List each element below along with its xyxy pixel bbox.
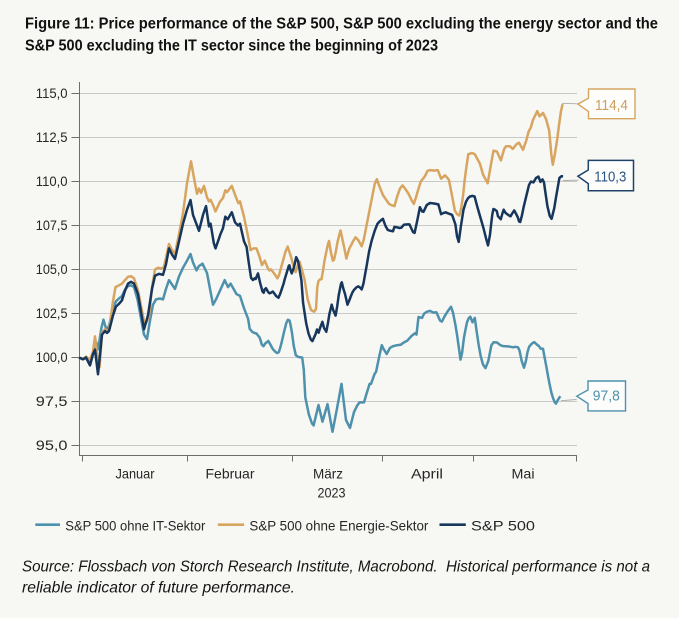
svg-text:110,3: 110,3 xyxy=(594,170,626,186)
svg-text:97,8: 97,8 xyxy=(593,389,620,405)
svg-text:S&P 500 excluding the IT secto: S&P 500 excluding the IT sector since th… xyxy=(25,38,438,55)
svg-text:reliable indicator of future p: reliable indicator of future performance… xyxy=(22,580,295,597)
svg-text:S&P 500 ohne Energie-Sektor: S&P 500 ohne Energie-Sektor xyxy=(249,518,428,534)
svg-text:107,5: 107,5 xyxy=(36,217,68,233)
svg-text:Januar: Januar xyxy=(116,466,155,482)
svg-text:97,5: 97,5 xyxy=(36,393,68,409)
svg-text:115,0: 115,0 xyxy=(36,85,68,101)
svg-text:Februar: Februar xyxy=(206,466,255,482)
svg-text:S&P 500 ohne IT-Sektor: S&P 500 ohne IT-Sektor xyxy=(65,518,205,534)
svg-text:Mai: Mai xyxy=(512,466,535,482)
svg-text:110,0: 110,0 xyxy=(36,173,68,189)
svg-text:102,5: 102,5 xyxy=(36,305,68,321)
svg-text:April: April xyxy=(411,466,443,482)
svg-text:114,4: 114,4 xyxy=(595,98,628,114)
svg-text:95,0: 95,0 xyxy=(36,437,68,453)
svg-text:105,0: 105,0 xyxy=(36,261,68,277)
svg-text:S&P 500: S&P 500 xyxy=(471,518,535,534)
svg-text:Source: Flossbach von Storch R: Source: Flossbach von Storch Research In… xyxy=(22,559,650,576)
svg-text:2023: 2023 xyxy=(318,485,346,501)
svg-text:Figure 11: Price performance o: Figure 11: Price performance of the S&P … xyxy=(25,15,658,32)
svg-text:März: März xyxy=(313,466,343,482)
svg-text:100,0: 100,0 xyxy=(36,349,68,365)
svg-text:112,5: 112,5 xyxy=(36,129,68,145)
